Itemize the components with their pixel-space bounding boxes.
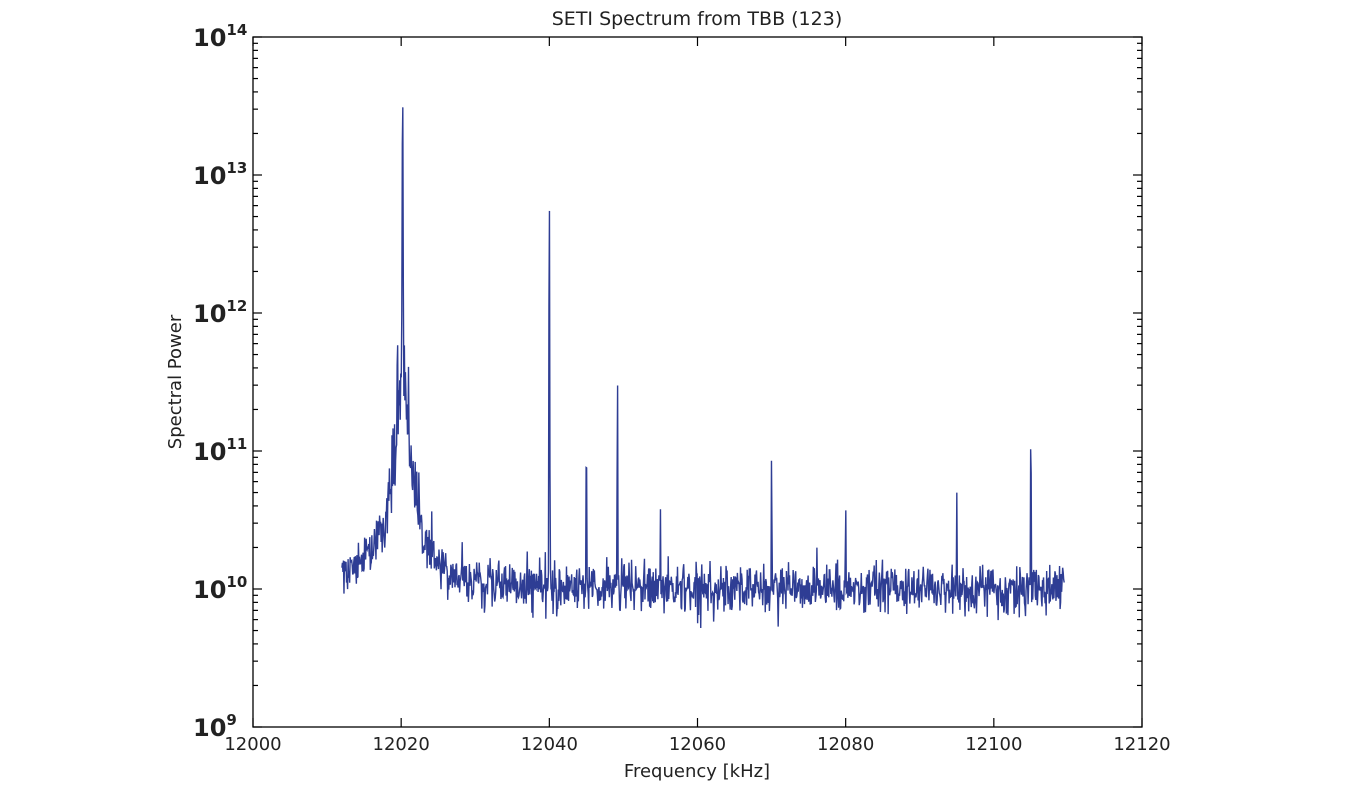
y-tick-exponent: 10 (226, 573, 247, 591)
y-tick-exponent: 14 (226, 21, 247, 39)
x-tick-label: 12040 (521, 734, 578, 755)
x-axis-label: Frequency [kHz] (624, 761, 770, 782)
y-tick-base: 10 (193, 300, 226, 328)
y-tick-base: 10 (193, 438, 226, 466)
y-tick-label: 1013 (193, 159, 247, 190)
x-tick-label: 12060 (669, 734, 726, 755)
y-tick-base: 10 (193, 714, 226, 742)
axis-ticks (252, 36, 1143, 728)
y-tick-base: 10 (193, 24, 226, 52)
y-tick-label: 1012 (193, 297, 247, 328)
x-tick-label: 12100 (965, 734, 1022, 755)
y-tick-base: 10 (193, 162, 226, 190)
y-tick-exponent: 12 (226, 297, 247, 315)
y-tick-label: 109 (193, 711, 237, 742)
y-tick-exponent: 11 (226, 435, 247, 453)
x-tick-label: 12120 (1113, 734, 1170, 755)
y-tick-exponent: 9 (226, 711, 236, 729)
y-tick-label: 1010 (193, 573, 247, 604)
y-tick-label: 1014 (193, 21, 247, 52)
x-tick-label: 12020 (373, 734, 430, 755)
y-tick-label: 1011 (193, 435, 247, 466)
y-tick-exponent: 13 (226, 159, 247, 177)
series-line (341, 107, 1065, 629)
x-tick-label: 12000 (224, 734, 281, 755)
y-tick-base: 10 (193, 576, 226, 604)
y-axis-label: Spectral Power (165, 314, 186, 449)
tick-labels: 12000 12020 12040 12060 12080 12100 1212010910… (193, 21, 1171, 755)
x-tick-label: 12080 (817, 734, 874, 755)
plot-area (252, 36, 1143, 728)
chart-title: SETI Spectrum from TBB (123) (552, 8, 842, 30)
